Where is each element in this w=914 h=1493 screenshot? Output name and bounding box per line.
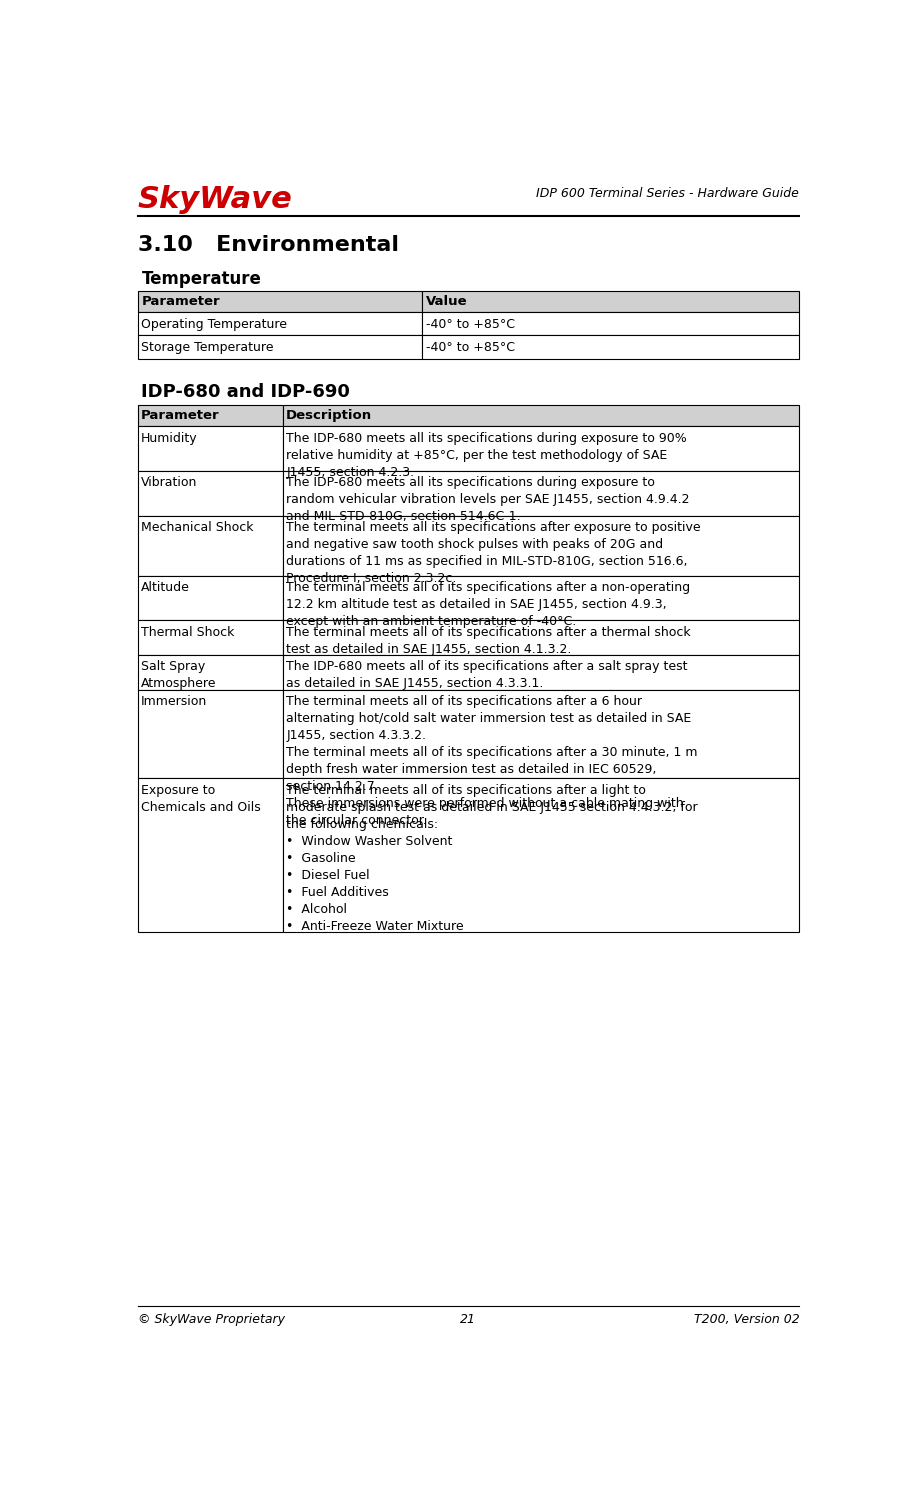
Text: IDP 600 Terminal Series - Hardware Guide: IDP 600 Terminal Series - Hardware Guide — [537, 187, 800, 200]
Bar — [137, 778, 283, 932]
Text: The IDP-680 meets all of its specifications after a salt spray test
as detailed : The IDP-680 meets all of its specificati… — [286, 660, 687, 690]
Bar — [137, 291, 422, 312]
Text: -40° to +85°C: -40° to +85°C — [426, 318, 515, 331]
Text: 3.10   Environmental: 3.10 Environmental — [137, 234, 399, 255]
Bar — [137, 405, 283, 427]
Bar — [137, 336, 422, 358]
Bar — [283, 576, 800, 621]
Text: Temperature: Temperature — [142, 270, 261, 288]
Text: Thermal Shock: Thermal Shock — [141, 626, 234, 639]
Text: Humidity: Humidity — [141, 431, 197, 445]
Bar — [283, 778, 800, 932]
Bar — [283, 655, 800, 690]
Text: The IDP-680 meets all its specifications during exposure to 90%
relative humidit: The IDP-680 meets all its specifications… — [286, 431, 687, 479]
Bar — [137, 690, 283, 778]
Text: The IDP-680 meets all its specifications during exposure to
random vehicular vib: The IDP-680 meets all its specifications… — [286, 476, 690, 524]
Text: T200, Version 02: T200, Version 02 — [694, 1314, 800, 1326]
Bar — [137, 576, 283, 621]
Bar — [137, 515, 283, 576]
Text: Vibration: Vibration — [141, 476, 197, 490]
Text: Mechanical Shock: Mechanical Shock — [141, 521, 253, 534]
Bar — [422, 312, 800, 336]
Text: The terminal meets all of its specifications after a thermal shock
test as detai: The terminal meets all of its specificat… — [286, 626, 691, 655]
Bar — [283, 690, 800, 778]
Text: The terminal meets all of its specifications after a 6 hour
alternating hot/cold: The terminal meets all of its specificat… — [286, 696, 697, 827]
Text: -40° to +85°C: -40° to +85°C — [426, 340, 515, 354]
Text: Parameter: Parameter — [142, 294, 220, 308]
Text: 21: 21 — [461, 1314, 476, 1326]
Text: Value: Value — [426, 294, 468, 308]
Bar — [422, 291, 800, 312]
Bar — [283, 470, 800, 515]
Text: Operating Temperature: Operating Temperature — [142, 318, 287, 331]
Bar — [422, 336, 800, 358]
Text: Description: Description — [286, 409, 372, 421]
Bar — [137, 312, 422, 336]
Text: Immersion: Immersion — [141, 696, 207, 708]
Bar — [137, 427, 283, 470]
Text: Storage Temperature: Storage Temperature — [142, 340, 274, 354]
Bar — [137, 470, 283, 515]
Text: The terminal meets all of its specifications after a light to
moderate splash te: The terminal meets all of its specificat… — [286, 784, 697, 933]
Bar — [137, 621, 283, 655]
Text: IDP-680 and IDP-690: IDP-680 and IDP-690 — [142, 384, 350, 402]
Text: © SkyWave Proprietary: © SkyWave Proprietary — [137, 1314, 284, 1326]
Bar — [137, 655, 283, 690]
Text: Parameter: Parameter — [141, 409, 219, 421]
Text: The terminal meets all of its specifications after a non-operating
12.2 km altit: The terminal meets all of its specificat… — [286, 581, 690, 629]
Text: The terminal meets all its specifications after exposure to positive
and negativ: The terminal meets all its specification… — [286, 521, 701, 585]
Bar — [283, 405, 800, 427]
Bar — [283, 427, 800, 470]
Bar — [283, 515, 800, 576]
Text: Altitude: Altitude — [141, 581, 189, 594]
Text: Exposure to
Chemicals and Oils: Exposure to Chemicals and Oils — [141, 784, 260, 814]
Text: Salt Spray
Atmosphere: Salt Spray Atmosphere — [141, 660, 216, 690]
Bar — [283, 621, 800, 655]
Text: SkyWave: SkyWave — [137, 185, 292, 215]
